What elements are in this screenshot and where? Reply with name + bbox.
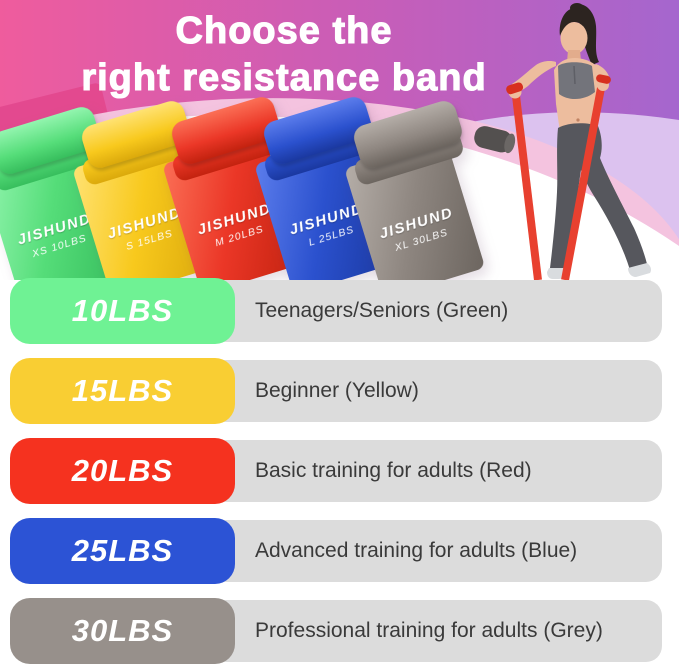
table-row: 25LBS Advanced training for adults (Blue… xyxy=(0,518,679,584)
weight-description: Advanced training for adults (Blue) xyxy=(255,539,578,562)
weight-guide-table: 10LBS Teenagers/Seniors (Green) 15LBS Be… xyxy=(0,278,679,668)
red-band-strap xyxy=(512,95,542,280)
table-row: 15LBS Beginner (Yellow) xyxy=(0,358,679,424)
page-title: Choose the right resistance band xyxy=(10,8,558,102)
weight-description: Basic training for adults (Red) xyxy=(255,459,532,482)
weight-description: Professional training for adults (Grey) xyxy=(255,619,603,642)
weight-pill-yellow: 15LBS xyxy=(10,358,235,424)
weight-label: 15LBS xyxy=(71,373,174,408)
weight-label: 20LBS xyxy=(71,453,174,488)
red-band-strap xyxy=(561,87,605,280)
red-band-handle xyxy=(596,74,611,84)
weight-pill-grey: 30LBS xyxy=(10,598,235,664)
weight-pill-green: 10LBS xyxy=(10,278,235,344)
hero-section: Choose the right resistance band JISHUND… xyxy=(0,0,679,280)
page-title-line2: right resistance band xyxy=(81,56,487,99)
woman-exercising-illustration xyxy=(474,3,651,280)
red-band-handle xyxy=(506,82,524,95)
page-title-line1: Choose the xyxy=(175,9,393,52)
yoga-mat-icon xyxy=(474,126,516,154)
weight-label: 25LBS xyxy=(71,533,174,568)
table-row: 10LBS Teenagers/Seniors (Green) xyxy=(0,278,679,344)
weight-description: Teenagers/Seniors (Green) xyxy=(255,299,509,322)
table-row: 20LBS Basic training for adults (Red) xyxy=(0,438,679,504)
weight-pill-red: 20LBS xyxy=(10,438,235,504)
table-row: 30LBS Professional training for adults (… xyxy=(0,598,679,664)
weight-label: 30LBS xyxy=(71,613,174,648)
weight-label: 10LBS xyxy=(71,293,174,328)
weight-description: Beginner (Yellow) xyxy=(255,379,419,402)
weight-pill-blue: 25LBS xyxy=(10,518,235,584)
